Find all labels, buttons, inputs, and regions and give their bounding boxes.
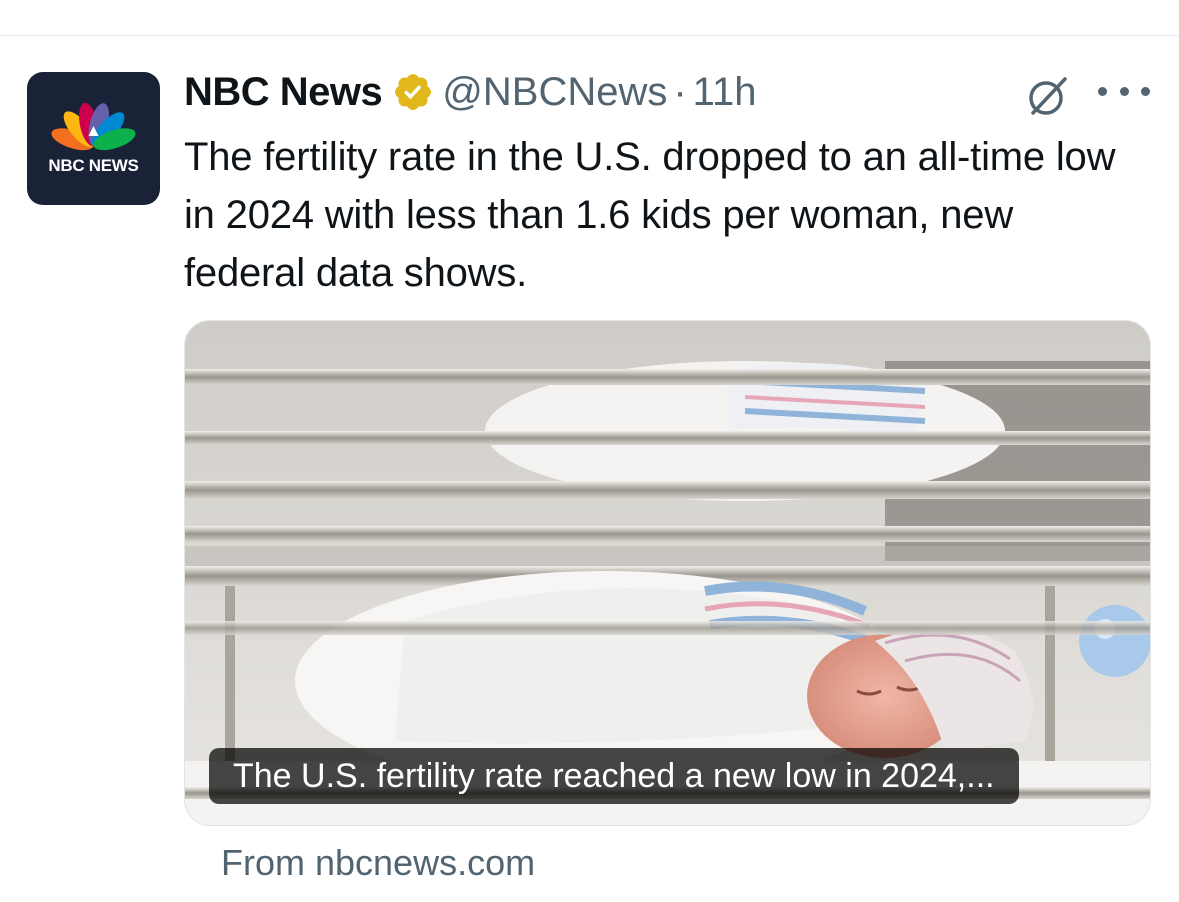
timestamp[interactable]: 11h <box>692 69 757 114</box>
card-caption: The U.S. fertility rate reached a new lo… <box>209 748 1019 804</box>
verified-badge-icon[interactable] <box>392 71 434 113</box>
avatar[interactable]: NBC NEWS <box>27 72 160 205</box>
card-source-link[interactable]: From nbcnews.com <box>221 842 536 883</box>
more-dots-icon[interactable] <box>1098 76 1150 106</box>
separator-dot: · <box>673 69 687 114</box>
newborn-bassinets-photo <box>185 321 1150 825</box>
tweet-header: NBC News @NBCNews · 11h <box>184 68 756 116</box>
tweet[interactable]: NBC NEWS NBC News @NBCNews · 11h The fer… <box>0 36 1179 902</box>
grok-icon[interactable] <box>1024 72 1072 120</box>
display-name[interactable]: NBC News <box>184 69 383 114</box>
tweet-text: The fertility rate in the U.S. dropped t… <box>184 135 1116 295</box>
avatar-logo-text: NBC NEWS <box>48 156 139 175</box>
handle[interactable]: @NBCNews <box>442 69 668 114</box>
link-card[interactable]: The U.S. fertility rate reached a new lo… <box>184 320 1151 826</box>
top-divider <box>0 35 1179 36</box>
nbc-peacock-logo-icon <box>51 102 136 151</box>
